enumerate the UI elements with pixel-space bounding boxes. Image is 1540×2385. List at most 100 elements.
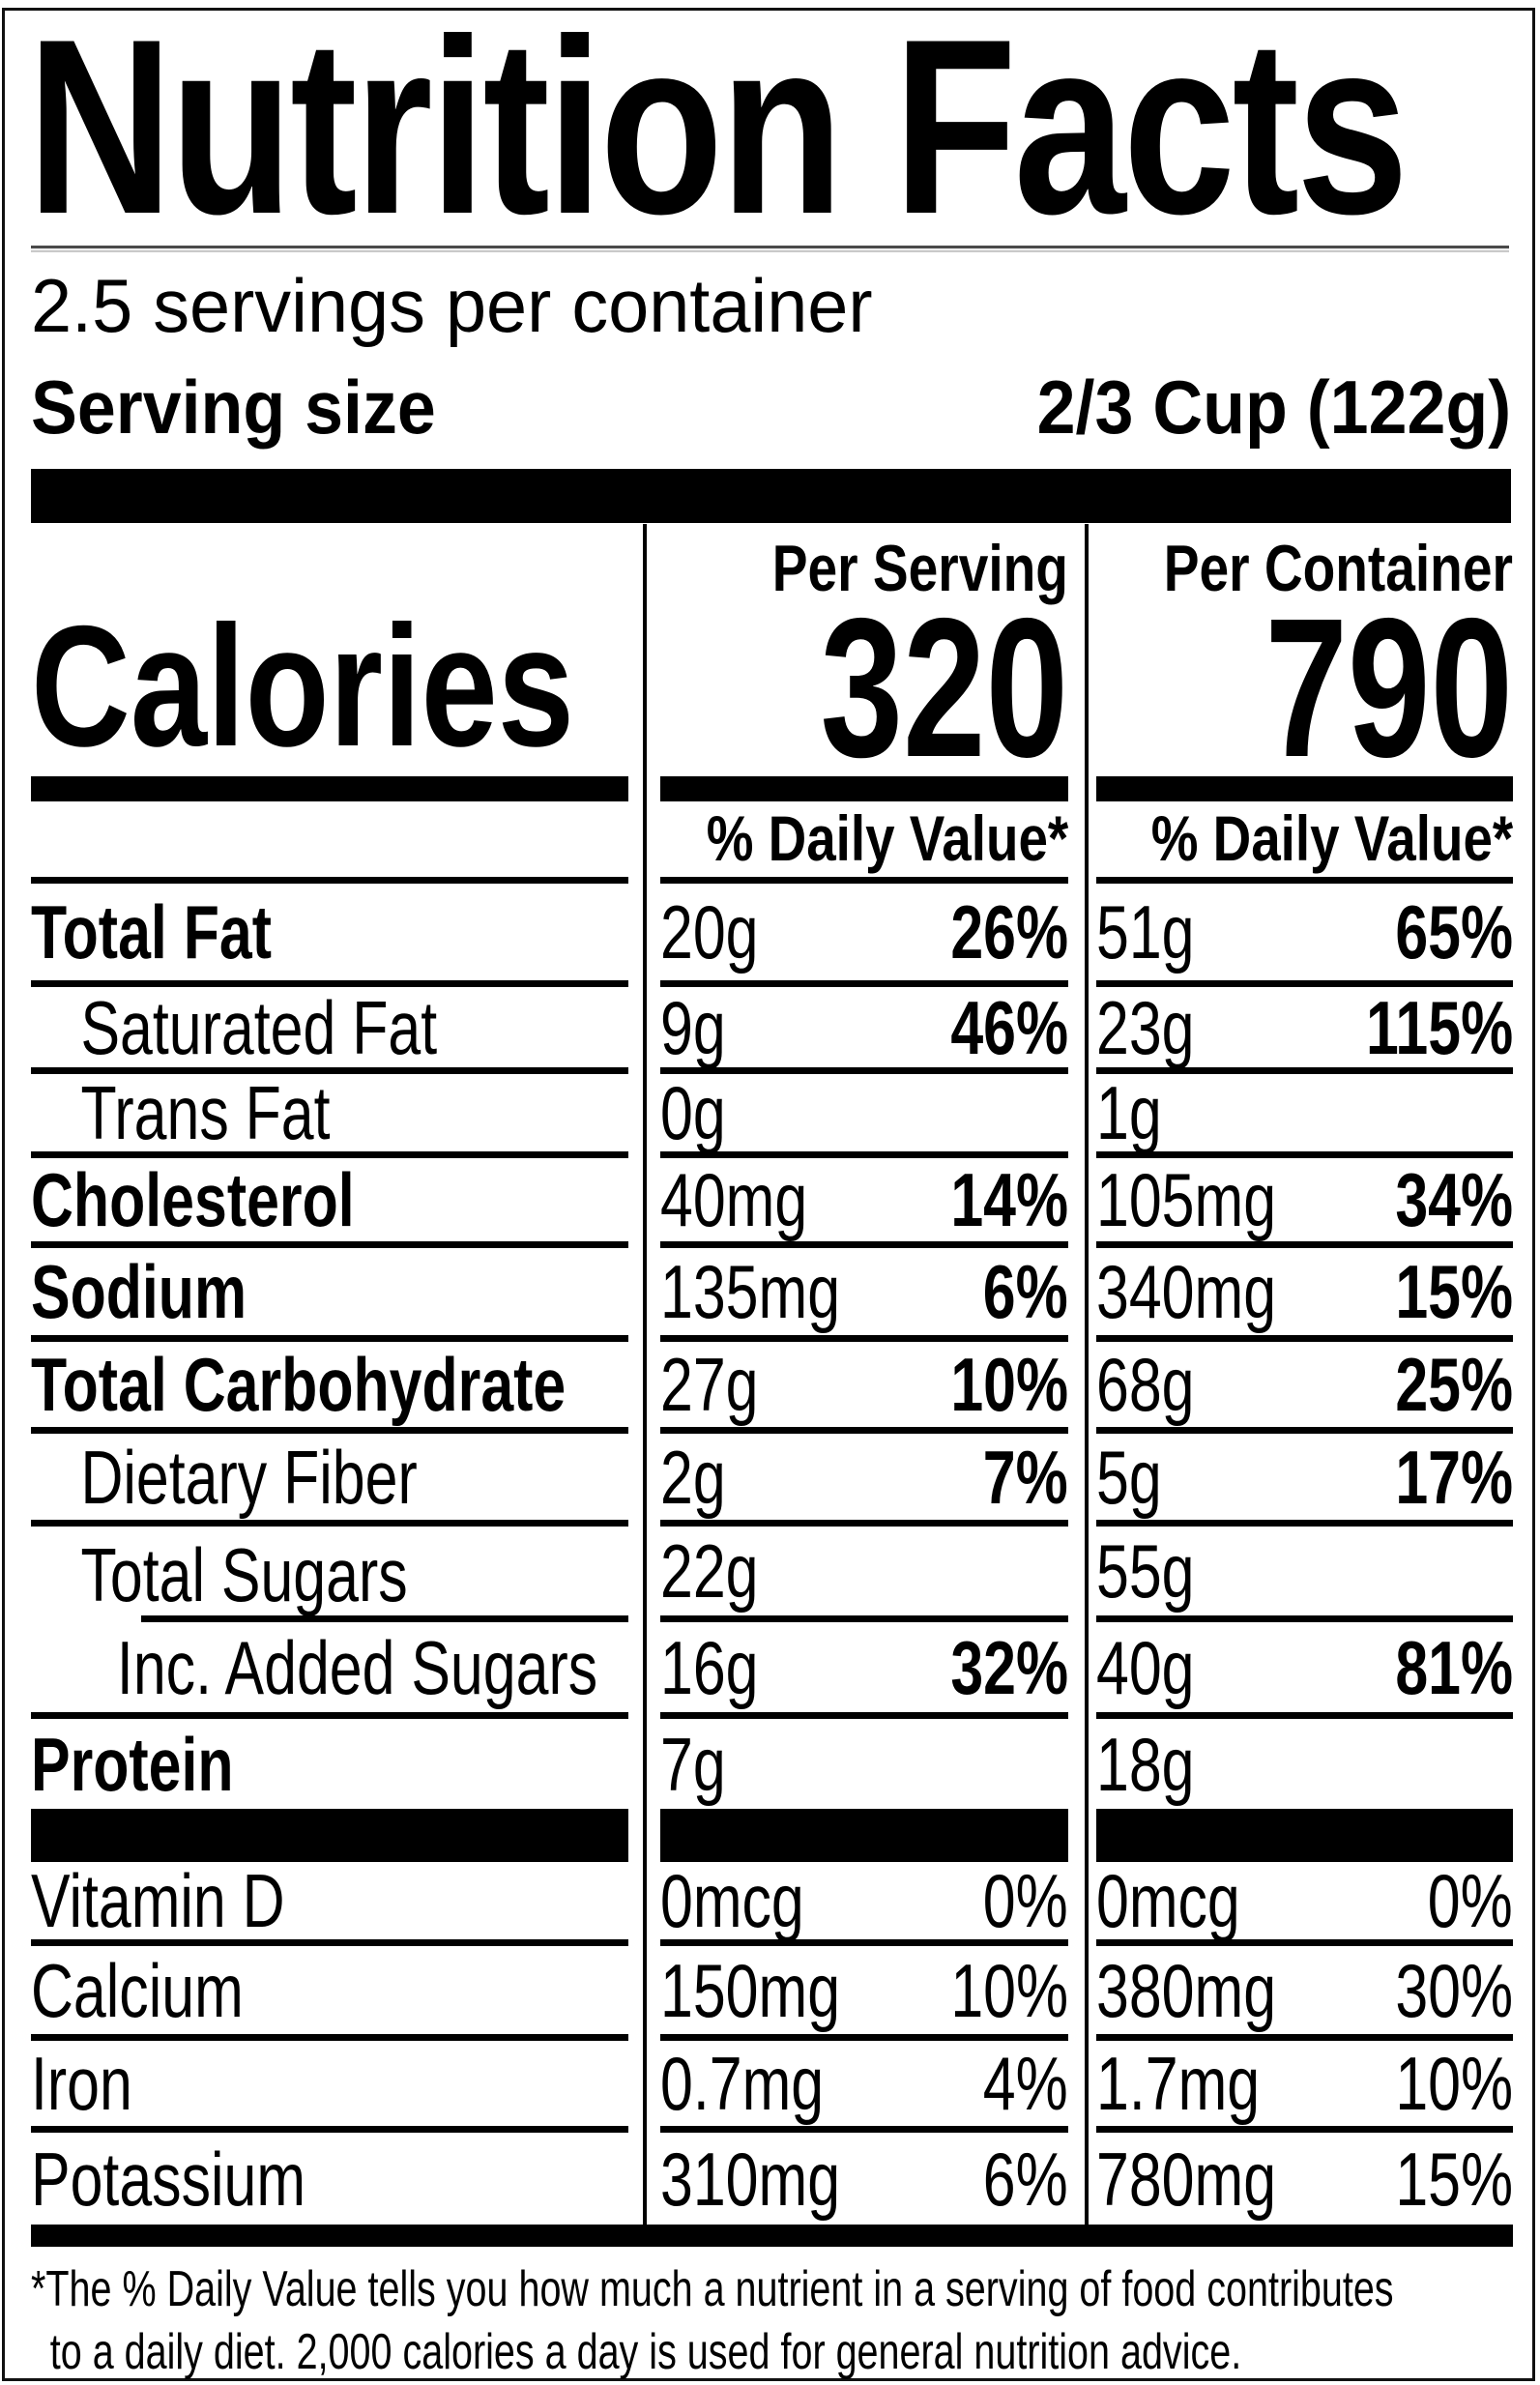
per-container-dv: 15% <box>1395 1249 1513 1334</box>
servings-per-container: 2.5 servings per container <box>31 263 873 348</box>
per-serving-amount: 20g <box>660 889 759 974</box>
per-container-dv: 25% <box>1395 1342 1513 1427</box>
nutrient-name: Potassium <box>31 2136 306 2222</box>
per-container-amount: 1.7mg <box>1096 2041 1261 2126</box>
title-divider <box>31 246 1509 252</box>
per-container-dv: 30% <box>1395 1947 1513 2033</box>
per-serving-amount: 16g <box>660 1624 759 1710</box>
per-container-dv: 0% <box>1428 1858 1513 1943</box>
nutrient-name: Cholesterol <box>31 1157 355 1242</box>
serving-size-row: Serving size 2/3 Cup (122g) <box>31 369 1511 445</box>
per-serving-amount: 310mg <box>660 2136 841 2222</box>
serving-size-value: 2/3 Cup (122g) <box>1036 364 1511 450</box>
table-row-vitamin-d: Vitamin D 0mcg 0% 0mcg 0% <box>31 1862 1513 1946</box>
per-container-amount: 23g <box>1096 984 1195 1070</box>
table-row-potassium: Potassium 310mg 6% 780mg 15% <box>31 2133 1513 2225</box>
per-container-header: Per Container <box>1163 532 1513 605</box>
table-row-total-sugars: Total Sugars 22g 55g <box>31 1527 1513 1622</box>
per-serving-dv: 10% <box>950 1947 1068 2033</box>
per-container-amount: 340mg <box>1096 1249 1277 1334</box>
table-row-saturated-fat: Saturated Fat 9g 46% 23g 115% <box>31 987 1513 1074</box>
per-serving-dv: 7% <box>983 1434 1068 1520</box>
per-serving-dv: 46% <box>950 984 1068 1070</box>
per-container-amount: 5g <box>1096 1434 1162 1520</box>
per-serving-dv: 4% <box>983 2041 1068 2126</box>
nutrient-name: Vitamin D <box>31 1858 285 1943</box>
per-serving-amount: 9g <box>660 984 726 1070</box>
column-divider-1 <box>643 524 647 2225</box>
thick-divider-top <box>31 469 1511 523</box>
per-container-dv: 34% <box>1395 1157 1513 1242</box>
per-container-dv: 115% <box>1365 984 1513 1070</box>
nutrient-name: Sodium <box>31 1249 247 1334</box>
per-serving-dv: 6% <box>983 2136 1068 2222</box>
table-row-cholesterol: Cholesterol 40mg 14% 105mg 34% <box>31 1158 1513 1248</box>
table-row-total-carbohydrate: Total Carbohydrate 27g 10% 68g 25% <box>31 1342 1513 1434</box>
nutrient-name: Total Fat <box>31 889 272 974</box>
table-row-added-sugars: Inc. Added Sugars 16g 32% 40g 81% <box>31 1622 1513 1719</box>
per-container-amount: 40g <box>1096 1624 1195 1710</box>
nutrient-name: Inc. Added Sugars <box>116 1624 598 1710</box>
per-container-amount: 18g <box>1096 1721 1195 1807</box>
per-serving-dv: 26% <box>950 889 1068 974</box>
nutrient-name: Calcium <box>31 1947 244 2033</box>
calories-header-row: Calories Per Serving 320 % Daily Value* … <box>31 524 1513 884</box>
table-row-calcium: Calcium 150mg 10% 380mg 30% <box>31 1946 1513 2041</box>
per-serving-amount: 0.7mg <box>660 2041 825 2126</box>
footnote-line-1: *The % Daily Value tells you how much a … <box>31 2261 1394 2317</box>
per-serving-amount: 150mg <box>660 1947 841 2033</box>
per-serving-dv: 6% <box>983 1249 1068 1334</box>
per-serving-amount: 135mg <box>660 1249 841 1334</box>
per-container-amount: 68g <box>1096 1342 1195 1427</box>
nutrient-name: Protein <box>31 1721 234 1807</box>
label-title: Nutrition Facts <box>27 0 1409 266</box>
per-serving-amount: 7g <box>660 1721 726 1807</box>
calories-underbar-left <box>31 776 628 801</box>
per-serving-amount: 2g <box>660 1434 726 1520</box>
per-container-amount: 780mg <box>1096 2136 1277 2222</box>
nutrient-name: Trans Fat <box>80 1070 331 1155</box>
per-serving-dv: 32% <box>950 1624 1068 1710</box>
serving-size-label: Serving size <box>31 364 436 450</box>
nutrient-name: Iron <box>31 2041 132 2126</box>
thick-divider-bottom <box>31 2225 1513 2247</box>
daily-value-header-serving: % Daily Value* <box>706 802 1068 874</box>
per-container-amount: 51g <box>1096 889 1195 974</box>
per-container-dv: 81% <box>1395 1624 1513 1710</box>
per-serving-amount: 22g <box>660 1528 759 1614</box>
per-serving-dv: 10% <box>950 1342 1068 1427</box>
per-serving-dv: 14% <box>950 1157 1068 1242</box>
per-serving-amount: 0g <box>660 1070 726 1155</box>
calories-underbar-serving <box>660 776 1068 801</box>
per-container-dv: 65% <box>1395 889 1513 974</box>
calories-label: Calories <box>31 590 574 782</box>
per-serving-amount: 0mcg <box>660 1858 804 1943</box>
table-row-trans-fat: Trans Fat 0g 1g <box>31 1074 1513 1158</box>
nutrient-name: Total Sugars <box>80 1531 408 1617</box>
per-container-dv: 15% <box>1395 2136 1513 2222</box>
nutrient-name: Total Carbohydrate <box>31 1342 567 1427</box>
per-container-amount: 105mg <box>1096 1157 1277 1242</box>
footnote: *The % Daily Value tells you how much a … <box>31 2258 1513 2384</box>
calories-per-serving: 320 <box>820 577 1068 799</box>
table-row-dietary-fiber: Dietary Fiber 2g 7% 5g 17% <box>31 1434 1513 1527</box>
table-row-sodium: Sodium 135mg 6% 340mg 15% <box>31 1248 1513 1342</box>
table-row-iron: Iron 0.7mg 4% 1.7mg 10% <box>31 2041 1513 2133</box>
nutrition-table: Calories Per Serving 320 % Daily Value* … <box>31 524 1513 2225</box>
per-serving-header: Per Serving <box>771 532 1068 605</box>
per-container-dv: 10% <box>1395 2041 1513 2126</box>
footnote-line-2: to a daily diet. 2,000 calories a day is… <box>49 2324 1242 2380</box>
calories-underbar-container <box>1096 776 1513 801</box>
calories-per-container: 790 <box>1264 577 1513 799</box>
per-container-amount: 1g <box>1096 1070 1162 1155</box>
table-row-total-fat: Total Fat 20g 26% 51g 65% <box>31 884 1513 987</box>
thick-divider-middle <box>31 1809 1513 1862</box>
per-container-amount: 55g <box>1096 1528 1195 1614</box>
daily-value-header-container: % Daily Value* <box>1150 802 1513 874</box>
nutrient-name: Saturated Fat <box>80 984 438 1070</box>
per-container-amount: 380mg <box>1096 1947 1277 2033</box>
per-serving-dv: 0% <box>983 1858 1068 1943</box>
per-container-amount: 0mcg <box>1096 1858 1240 1943</box>
column-divider-2 <box>1085 524 1089 2225</box>
per-serving-amount: 27g <box>660 1342 759 1427</box>
